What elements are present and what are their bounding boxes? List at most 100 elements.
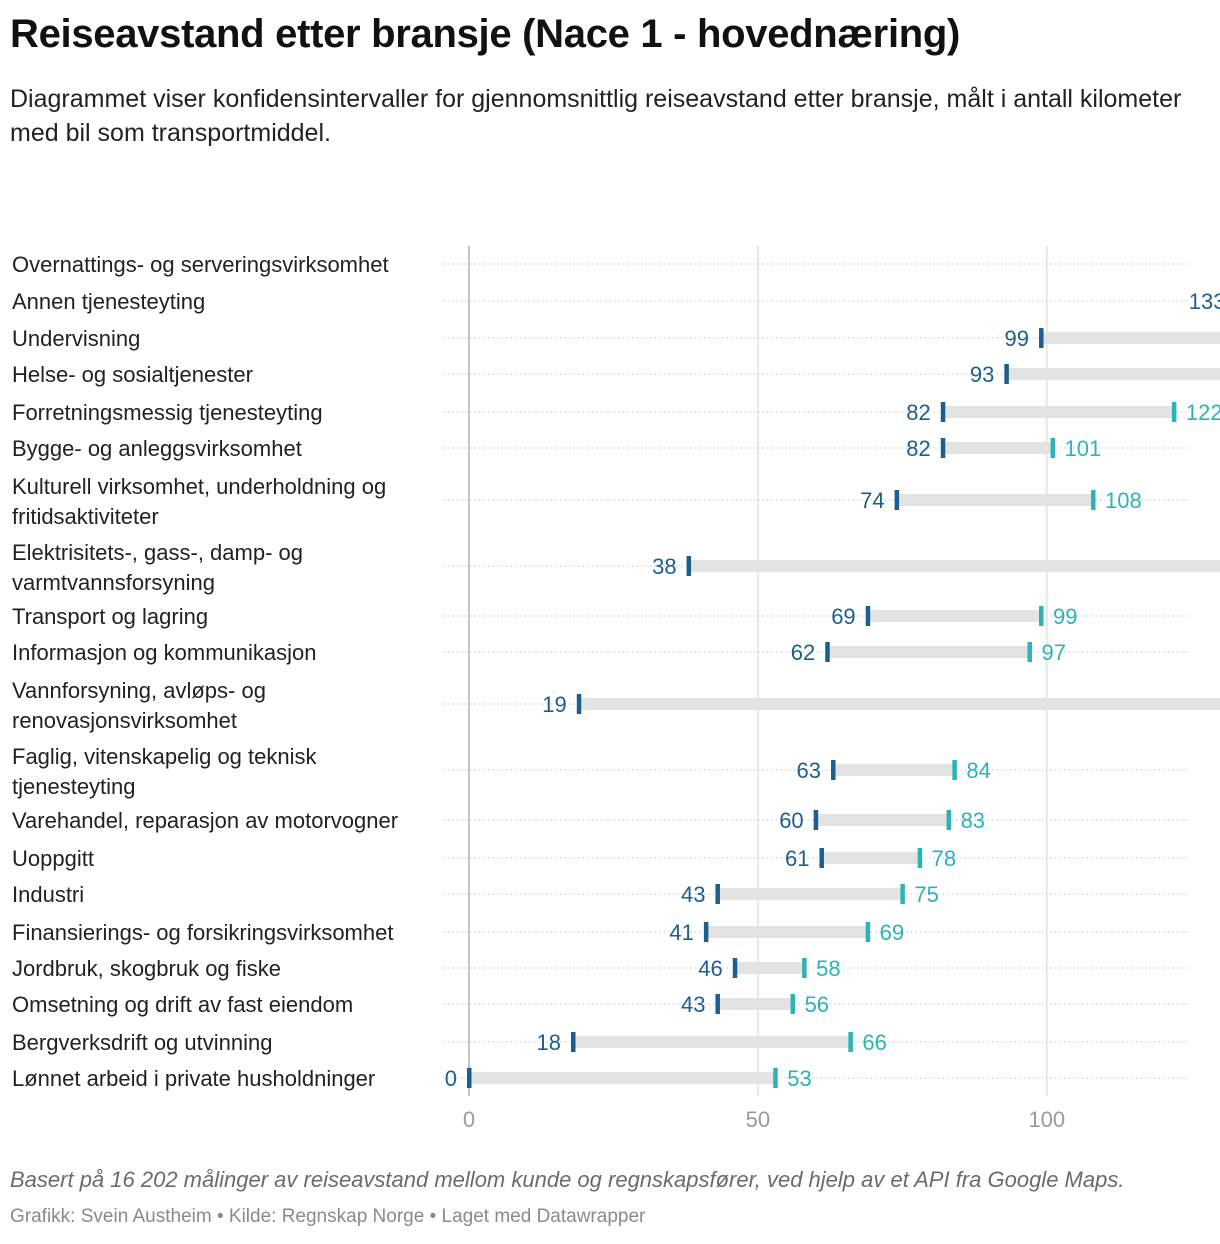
category-label: Elektrisitets-, gass-, damp- og varmtvann… [12,540,303,595]
chart-row: Annen tjenesteyting133167 [12,289,1220,314]
range-chart: Overnattings- og serveringsvirksomhet 18 0… [12,246,1220,1132]
chart-row: Uoppgitt 61 78 [12,846,1188,871]
lower-marker [571,1032,576,1052]
range-bar [942,442,1053,454]
range-bar [688,560,1220,572]
category-label: Bergverksdrift og utvinning [12,1030,272,1055]
x-tick-label: 50 [746,1107,770,1132]
range-bar [469,1072,776,1084]
lower-value-label: 41 [669,920,693,945]
upper-value-label: 66 [862,1030,886,1055]
chart-row: Faglig, vitenskapelig og teknisk tjeneste… [12,744,1188,799]
upper-marker [790,994,796,1014]
lower-value-label: 82 [906,436,930,461]
category-label-line: Transport og lagring [12,604,208,629]
range-bar [717,998,793,1010]
lower-value-label: 61 [785,846,809,871]
chart-row: Vannforsyning, avløps- og renovasjonsvirk… [12,678,1220,733]
category-label-line: varmtvannsforsyning [12,570,215,595]
range-bar [1006,368,1220,380]
chart-row: Varehandel, reparasjon av motorvogner 60 8… [12,808,1188,833]
lower-marker [940,402,946,422]
category-label-line: Lønnet arbeid i private husholdninger [12,1066,375,1091]
range-bar [734,962,805,974]
chart-row: Transport og lagring 69 99 [12,604,1188,629]
upper-marker [1027,642,1032,662]
lower-value-label: 82 [906,400,930,425]
x-tick-label: 0 [463,1107,475,1132]
range-bar [867,610,1042,622]
lower-value-label: 63 [797,758,821,783]
category-label: Lønnet arbeid i private husholdninger [12,1066,375,1091]
lower-value-label: 38 [652,554,676,579]
range-bar [705,926,868,938]
upper-marker [917,848,923,868]
upper-value-label: 108 [1105,488,1142,513]
category-label-line: tjenesteyting [12,774,136,799]
lower-value-label: 133 [1189,289,1220,314]
lower-marker [831,760,836,780]
lower-value-label: 69 [831,604,855,629]
category-label-line: Bygge- og anleggsvirksomhet [12,436,302,461]
category-label: Helse- og sosialtjenester [12,362,253,387]
category-label: Undervisning [12,326,140,351]
category-label: Omsetning og drift av fast eiendom [12,992,353,1017]
category-label-line: Annen tjenesteyting [12,289,205,314]
chart-row: Bygge- og anleggsvirksomhet 82 101 [12,436,1188,461]
row-layer: Overnattings- og serveringsvirksomhet 18 0… [12,252,1220,1091]
upper-marker [1091,490,1096,510]
lower-marker [940,438,946,458]
lower-value-label: 60 [779,808,803,833]
lower-marker [1039,328,1044,348]
x-axis: 050100150200 [463,1107,1065,1132]
chart-notes: Basert på 16 202 målinger av reiseavstan… [10,1167,1125,1192]
category-label: Forretningsmessig tjenesteyting [12,400,323,425]
lower-value-label: 74 [860,488,884,513]
category-label-line: Uoppgitt [12,846,94,871]
lower-value-label: 46 [698,956,722,981]
category-label: Informasjon og kommunikasjon [12,640,316,665]
chart-row: Forretningsmessig tjenesteyting 82 122 [12,400,1220,425]
category-label: Faglig, vitenskapelig og teknisk tjeneste… [12,744,317,799]
chart-row: Kulturell virksomhet, underholdning og fr… [12,474,1188,529]
upper-value-label: 69 [880,920,904,945]
category-label-line: Elektrisitets-, gass-, damp- og [12,540,303,565]
chart-subtitle: Diagrammet viser konfidensintervaller fo… [10,85,1182,147]
upper-value-label: 53 [787,1066,811,1091]
upper-marker [802,958,807,978]
lower-value-label: 43 [681,992,705,1017]
lower-marker [732,958,738,978]
upper-value-label: 58 [816,956,840,981]
lower-marker [825,642,830,662]
upper-value-label: 78 [932,846,956,871]
category-label: Jordbruk, skogbruk og fiske [12,956,281,981]
upper-value-label: 56 [805,992,829,1017]
lower-marker [1004,364,1009,384]
category-label-line: Kulturell virksomhet, underholdning og [12,474,386,499]
range-bar [896,494,1094,506]
lower-value-label: 99 [1005,326,1029,351]
range-bar [821,852,920,864]
category-label: Vannforsyning, avløps- og renovasjonsvirk… [12,678,266,733]
lower-marker [467,1068,472,1088]
category-label: Uoppgitt [12,846,94,871]
range-bar [827,646,1030,658]
category-label-line: Helse- og sosialtjenester [12,362,253,387]
lower-marker [715,884,720,904]
category-label-line: Vannforsyning, avløps- og [12,678,266,703]
upper-value-label: 122 [1186,400,1220,425]
lower-marker [715,994,720,1014]
category-label-line: Industri [12,882,84,907]
chart-row: Omsetning og drift av fast eiendom 43 56 [12,992,1188,1017]
upper-marker [1171,402,1177,422]
category-label-line: Forretningsmessig tjenesteyting [12,400,323,425]
chart-row: Lønnet arbeid i private husholdninger 0 53 [12,1066,1188,1091]
upper-value-label: 97 [1041,640,1065,665]
upper-marker [848,1032,853,1052]
category-label-line: fritidsaktiviteter [12,504,159,529]
category-label: Transport og lagring [12,604,208,629]
category-label: Varehandel, reparasjon av motorvogner [12,808,398,833]
upper-value-label: 84 [966,758,990,783]
category-label-line: Overnattings- og serveringsvirksomhet [12,252,389,277]
lower-marker [686,556,692,576]
